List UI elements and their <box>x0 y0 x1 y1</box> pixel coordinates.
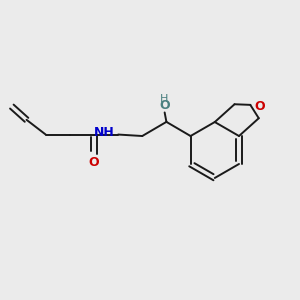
Text: O: O <box>89 156 99 169</box>
Text: O: O <box>255 100 266 113</box>
Text: O: O <box>159 100 170 112</box>
Text: NH: NH <box>94 126 115 139</box>
Text: H: H <box>160 94 168 103</box>
